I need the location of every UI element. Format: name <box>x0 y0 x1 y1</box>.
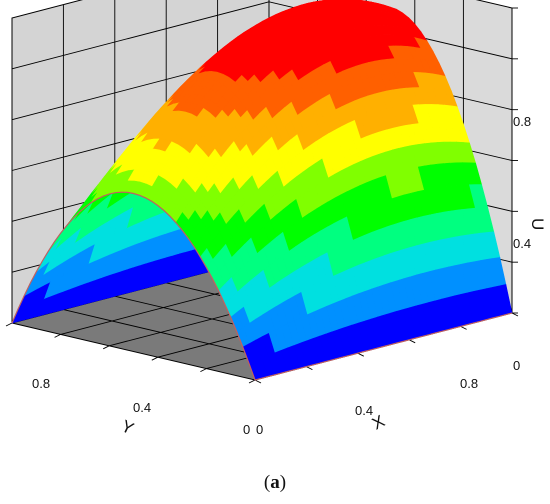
wall-gridline <box>11 1 270 70</box>
caption-close: ) <box>279 472 287 493</box>
surface-plot: 0 0.4 0.8 0 0.4 0.8 0 0.4 0.8 X Y U <box>5 0 547 438</box>
x-tick-mark <box>408 339 416 344</box>
y-tick-label-2: 0.8 <box>32 376 50 391</box>
x-tick-mark <box>254 379 262 384</box>
surface-edge-y0 <box>254 312 513 381</box>
x-axis-label: X <box>369 411 388 433</box>
axes: 0 0.4 0.8 0 0.4 0.8 0 0.4 0.8 X Y U <box>32 114 547 438</box>
z-axis-label: U <box>528 218 547 230</box>
y-tick-mark <box>5 322 13 327</box>
y-tick-mark <box>54 333 61 338</box>
surface-mesh <box>11 0 513 381</box>
y-tick-label-0: 0 <box>243 422 250 437</box>
x-tick-label-2: 0.8 <box>460 376 478 391</box>
y-tick-mark <box>151 356 159 361</box>
z-tick-label-2: 0.8 <box>513 114 531 129</box>
surface-edge-x0 <box>11 191 256 381</box>
y-axis-label: Y <box>118 416 136 438</box>
x-tick-mark <box>357 352 365 357</box>
y-tick-mark <box>200 368 207 373</box>
figure-caption: (a) <box>0 472 550 494</box>
caption-open: ( <box>263 472 271 493</box>
y-tick-mark <box>248 379 256 384</box>
z-tick-label-1: 0.4 <box>513 236 531 251</box>
x-tick-label-0: 0 <box>256 422 263 437</box>
caption-letter: a <box>270 472 280 493</box>
x-tick-mark <box>306 366 313 371</box>
x-tick-mark <box>511 312 519 317</box>
x-tick-mark <box>460 325 467 330</box>
x-tick-label-1: 0.4 <box>355 403 373 418</box>
y-tick-label-1: 0.4 <box>133 400 151 415</box>
y-tick-mark <box>102 345 110 350</box>
z-tick-label-0: 0 <box>513 358 520 373</box>
